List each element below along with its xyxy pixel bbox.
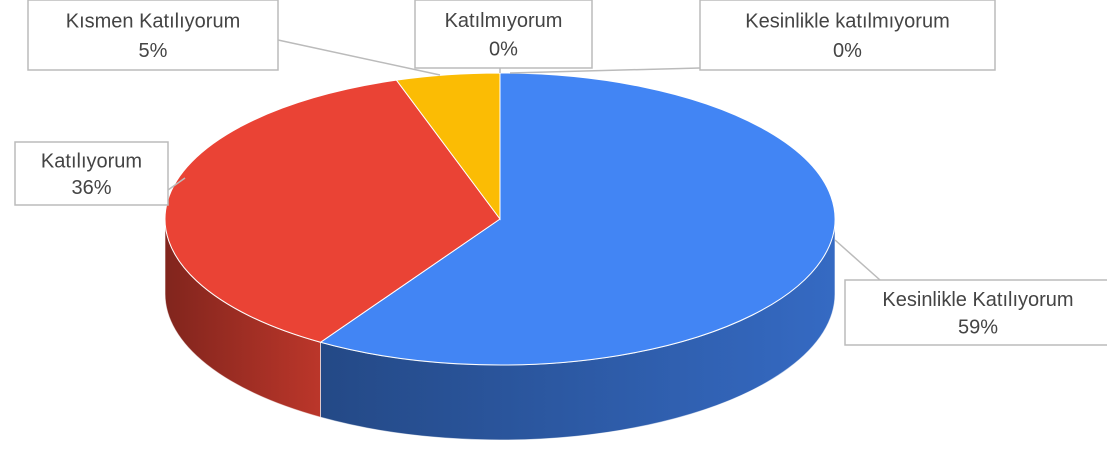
leader-line <box>167 177 186 191</box>
slice-label: Katılmıyorum <box>445 10 563 32</box>
label-box <box>14 141 169 206</box>
leader-line <box>277 39 441 76</box>
slice-value: 59% <box>958 316 998 338</box>
label-box <box>844 279 1107 346</box>
slice-label: Kesinlikle Katılıyorum <box>882 289 1073 311</box>
label-box <box>414 0 593 69</box>
slice-value: 0% <box>489 39 518 61</box>
pie-slice <box>319 72 836 366</box>
label-box <box>27 0 279 71</box>
slice-label: Kısmen Katılıyorum <box>66 11 241 33</box>
pie-slice <box>395 72 501 221</box>
leader-line <box>834 239 881 281</box>
slice-label: Katılıyorum <box>41 150 142 172</box>
slice-value: 36% <box>71 177 111 199</box>
slice-label: Kesinlikle katılmıyorum <box>745 11 950 33</box>
label-box <box>699 0 996 71</box>
leader-line <box>509 67 701 74</box>
slice-value: 5% <box>139 40 168 62</box>
slice-value: 0% <box>833 40 862 62</box>
